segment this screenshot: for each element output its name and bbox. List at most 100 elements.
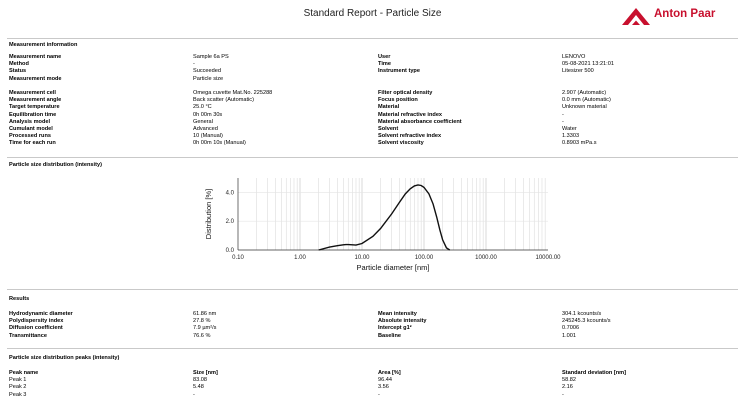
distribution-section-title: Particle size distribution (intensity) (9, 162, 102, 168)
info-value: - (562, 118, 564, 125)
result-value: 61.86 nm (193, 311, 217, 317)
peak-cell: - (193, 391, 195, 398)
info-label: Time for each run (9, 140, 56, 147)
info-label: Measurement mode (9, 75, 62, 82)
results-title: Results (9, 296, 30, 302)
result-label: Polydispersity index (9, 318, 64, 325)
info-value: 25.0 °C (193, 104, 212, 111)
peak-cell: 96.44 (378, 377, 392, 384)
info-value: Sample 6a PS (193, 54, 229, 60)
x-tick-label: 0.10 (232, 255, 244, 261)
peaks-header: Peak name (9, 370, 39, 376)
info-label: Target temperature (9, 104, 60, 111)
anton-paar-logo-icon (622, 8, 650, 25)
info-value: Succeeded (193, 68, 221, 75)
info-label: Time (378, 61, 391, 68)
info-value: Unknown material (562, 104, 607, 111)
y-tick-group: 0.0 2.0 4.0 (226, 190, 235, 254)
results-left-values: 61.86 nm 27.8 % 7.9 µm²/s 76.6 % (193, 311, 216, 340)
result-value: 245245.3 kcounts/s (562, 318, 611, 325)
info-label: Focus position (378, 97, 418, 104)
peaks-header: Area [%] (378, 370, 401, 376)
peaks-title: Particle size distribution peaks (intens… (9, 355, 120, 361)
info-label: Processed runs (9, 133, 51, 140)
peak-cell: 3.56 (378, 384, 389, 391)
info-value: 10 (Manual) (193, 133, 223, 140)
info-value: General (193, 118, 213, 125)
info-label: Status (9, 68, 27, 75)
peak-cell: - (562, 391, 564, 398)
info-label: Measurement name (9, 54, 62, 60)
info-value: 0h 00m 10s (Manual) (193, 140, 246, 147)
peak-cell: Peak 3 (9, 391, 27, 398)
result-label: Mean intensity (378, 311, 417, 317)
info-label: Material refractive index (378, 111, 443, 118)
results-right-labels: Mean intensity Absolute intensity Interc… (378, 311, 426, 340)
result-value: 304.1 kcounts/s (562, 311, 602, 317)
info-value: - (562, 111, 564, 118)
result-value: 27.8 % (193, 318, 211, 325)
peaks-col-size: Size [nm] 83.08 5.48 - (193, 370, 218, 399)
info-label: Cumulant model (9, 125, 53, 132)
divider (7, 348, 738, 349)
x-tick-label: 10000.00 (535, 255, 561, 261)
y-tick-label: 2.0 (226, 219, 235, 225)
peaks-header: Standard deviation [nm] (562, 370, 627, 376)
chart-grid (238, 178, 548, 250)
results-left-labels: Hydrodynamic diameter Polydispersity ind… (9, 311, 73, 340)
info-label: Material absorbance coefficient (378, 118, 462, 125)
measurement-right-values: LENOVO 05-08-2021 13:21:01 Litesizer 500… (562, 54, 614, 147)
info-value: 1.3303 (562, 133, 580, 140)
x-tick-group: 0.10 1.00 10.00 100.00 1000.00 10000.00 (232, 255, 561, 261)
x-tick-label: 100.00 (415, 255, 434, 261)
info-value: Water (562, 125, 577, 132)
distribution-series-line (318, 184, 451, 251)
measurement-right-labels: User Time Instrument type Filter optical… (378, 54, 462, 147)
size-distribution-chart: 0.10 1.00 10.00 100.00 1000.00 10000.00 0.0 2.… (204, 178, 561, 272)
x-tick-label: 10.00 (354, 255, 370, 261)
divider (7, 157, 738, 158)
info-value: 0h 00m 30s (193, 111, 223, 118)
peaks-col-name: Peak name Peak 1 Peak 2 Peak 3 (9, 370, 38, 399)
info-label: Instrument type (378, 68, 420, 75)
info-label: Measurement cell (9, 89, 56, 96)
result-value: 76.6 % (193, 332, 211, 339)
info-value: 0.0 mm (Automatic) (562, 97, 611, 104)
info-value: Omega cuvette Mat.No. 225288 (193, 89, 273, 96)
result-label: Transmittance (9, 332, 47, 339)
x-tick-label: 1000.00 (475, 255, 497, 261)
divider (7, 38, 738, 39)
info-value: Litesizer 500 (562, 68, 594, 75)
peak-cell: 83.08 (193, 377, 207, 384)
info-label: User (378, 54, 391, 60)
info-label: Equilibration time (9, 111, 57, 118)
x-axis-label: Particle diameter [nm] (357, 263, 430, 272)
peak-cell: - (378, 391, 380, 398)
result-value: 1.001 (562, 332, 576, 339)
info-label: Solvent (378, 125, 399, 132)
result-label: Intercept g1² (378, 325, 412, 332)
peaks-col-stddev: Standard deviation [nm] 58.82 2.16 - (562, 370, 626, 399)
peak-cell: Peak 1 (9, 377, 27, 384)
info-value: - (193, 61, 195, 68)
brand-name: Anton Paar (654, 8, 716, 20)
info-label: Analysis model (9, 118, 51, 125)
info-label: Solvent refractive index (378, 133, 442, 140)
info-value: 05-08-2021 13:21:01 (562, 61, 614, 68)
info-value: Back scatter (Automatic) (193, 97, 254, 104)
info-value: LENOVO (562, 54, 586, 60)
info-label: Filter optical density (378, 89, 433, 96)
results-right-values: 304.1 kcounts/s 245245.3 kcounts/s 0.700… (562, 311, 611, 340)
peak-cell: Peak 2 (9, 384, 27, 391)
info-value: 0.8903 mPa.s (562, 140, 597, 147)
info-label: Solvent viscosity (378, 140, 424, 147)
measurement-left-labels: Measurement name Method Status Measureme… (9, 54, 62, 147)
result-label: Diffusion coefficient (9, 325, 63, 332)
divider (7, 289, 738, 290)
y-tick-label: 4.0 (226, 190, 235, 196)
result-value: 7.9 µm²/s (193, 325, 217, 332)
info-label: Method (9, 61, 29, 68)
peak-cell: 5.48 (193, 384, 204, 391)
result-label: Hydrodynamic diameter (9, 311, 73, 317)
report-title: Standard Report - Particle Size (303, 8, 442, 19)
